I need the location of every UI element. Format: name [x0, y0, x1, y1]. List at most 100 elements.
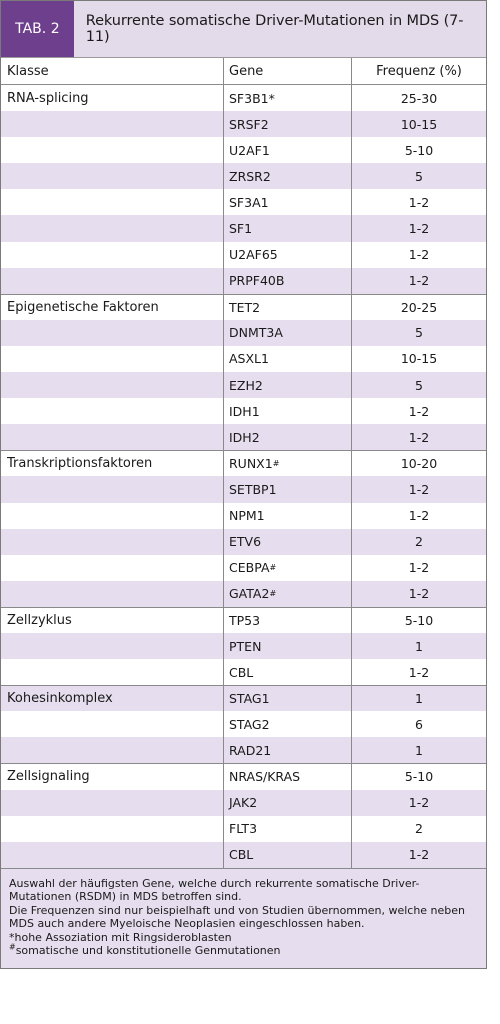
column-header-klasse: Klasse — [1, 58, 224, 84]
table-row: ZRSR2 5 — [1, 163, 486, 190]
gene-name: SF3A1 — [229, 194, 269, 210]
cell-klasse — [1, 319, 224, 346]
cell-frequenz: 1-2 — [408, 194, 430, 210]
cell-gene: SF3B1* — [224, 85, 352, 112]
cell-klasse — [1, 815, 224, 842]
table-row: JAK2 1-2 — [1, 789, 486, 816]
table-row: SETBP1 1-2 — [1, 476, 486, 503]
cell-gene: EZH2 — [224, 372, 352, 399]
gene-name: TP53 — [229, 612, 261, 628]
cell-klasse — [1, 267, 224, 294]
cell-klasse — [1, 554, 224, 581]
cell-klasse — [1, 241, 224, 268]
footnote-hash-marker: # — [9, 942, 16, 952]
table-row: SF3A1 1-2 — [1, 189, 486, 216]
gene-name: RAD21 — [229, 742, 272, 758]
table-row: Epigenetische Faktoren TET2 20-25 — [1, 293, 486, 320]
cell-klasse — [1, 528, 224, 555]
cell-klasse — [1, 398, 224, 425]
cell-klasse — [1, 424, 224, 451]
cell-klasse: Zellsignaling — [1, 764, 224, 790]
cell-frequenz: 5-10 — [404, 769, 434, 785]
cell-frequenz: 1-2 — [408, 403, 430, 419]
cell-frequenz: 1-2 — [408, 247, 430, 263]
gene-name: SF1 — [229, 221, 253, 237]
cell-frequenz: 2 — [415, 534, 423, 550]
cell-frequenz: 1-2 — [408, 560, 430, 576]
footnote-line: Die Frequenzen sind nur beispielhaft und… — [9, 903, 466, 931]
cell-gene: IDH1 — [224, 398, 352, 425]
cell-gene: U2AF1 — [224, 137, 352, 164]
cell-gene: SF1 — [224, 215, 352, 242]
cell-gene: RAD21 — [224, 737, 352, 764]
cell-klasse — [1, 163, 224, 190]
cell-gene: RUNX1 # — [224, 451, 352, 477]
cell-frequenz: 10-15 — [400, 116, 438, 132]
cell-frequenz: 5-10 — [404, 612, 434, 628]
cell-gene: GATA2 # — [224, 580, 352, 607]
cell-gene: FLT3 — [224, 815, 352, 842]
gene-name: U2AF1 — [229, 142, 270, 158]
gene-name: ASXL1 — [229, 351, 269, 367]
cell-gene: DNMT3A — [224, 319, 352, 346]
gene-name: STAG2 — [229, 716, 270, 732]
cell-frequenz: 25-30 — [400, 90, 438, 106]
table-body: RNA-splicing SF3B1* 25-30 SRSF2 10-15 U2AF1 5-… — [1, 85, 486, 868]
cell-klasse: RNA-splicing — [1, 85, 224, 112]
gene-name: SETBP1 — [229, 481, 277, 497]
cell-klasse — [1, 215, 224, 242]
cell-klasse — [1, 476, 224, 503]
cell-gene: TET2 — [224, 294, 352, 320]
cell-frequenz: 2 — [415, 821, 423, 837]
column-header-row: Klasse Gene Frequenz (%) — [1, 58, 486, 85]
table-row: IDH2 1-2 — [1, 424, 486, 451]
cell-gene: ZRSR2 — [224, 163, 352, 190]
cell-klasse — [1, 789, 224, 816]
gene-name: RUNX1 — [229, 456, 273, 472]
table-row: RAD21 1 — [1, 737, 486, 764]
cell-gene: JAK2 — [224, 789, 352, 816]
cell-klasse — [1, 632, 224, 660]
table-row: ASXL1 10-15 — [1, 345, 486, 373]
cell-klasse — [1, 372, 224, 399]
cell-gene: CBL — [224, 659, 352, 686]
footnote-line: Auswahl der häufigsten Gene, welche durc… — [9, 876, 420, 904]
gene-name: PTEN — [229, 638, 262, 654]
cell-klasse: Epigenetische Faktoren — [1, 294, 224, 320]
footnote-text: somatische und konstitutionelle Genmutat… — [15, 944, 281, 958]
table-row: Zellsignaling NRAS/KRAS 5-10 — [1, 763, 486, 790]
cell-gene: IDH2 — [224, 424, 352, 451]
cell-gene: STAG1 — [224, 686, 352, 712]
gene-name: PRPF40B — [229, 273, 285, 289]
table-row: PRPF40B 1-2 — [1, 267, 486, 294]
cell-frequenz: 5 — [415, 168, 423, 184]
gene-name: ETV6 — [229, 534, 262, 550]
cell-frequenz: 1 — [415, 638, 423, 654]
footnote: Auswahl der häufigsten Gene, welche durc… — [1, 867, 486, 968]
cell-frequenz: 10-20 — [400, 456, 438, 472]
gene-name: TET2 — [229, 299, 261, 315]
gene-name: ZRSR2 — [229, 168, 271, 184]
cell-frequenz: 20-25 — [400, 299, 438, 315]
cell-gene: ETV6 — [224, 528, 352, 555]
cell-gene: TP53 — [224, 607, 352, 633]
gene-name: U2AF65 — [229, 247, 278, 263]
cell-gene: NRAS/KRAS — [224, 764, 352, 790]
table-row: ETV6 2 — [1, 528, 486, 555]
table-row: Transkriptionsfaktoren RUNX1 # 10-20 — [1, 450, 486, 477]
cell-frequenz: 1-2 — [408, 481, 430, 497]
gene-name: NRAS/KRAS — [229, 769, 301, 785]
table-row: SF1 1-2 — [1, 215, 486, 242]
cell-frequenz: 1-2 — [408, 586, 430, 602]
cell-klasse — [1, 841, 224, 868]
table-row: DNMT3A 5 — [1, 319, 486, 346]
cell-gene: PTEN — [224, 632, 352, 660]
cell-klasse — [1, 137, 224, 164]
gene-name: IDH2 — [229, 429, 260, 445]
cell-klasse — [1, 580, 224, 607]
cell-gene: SF3A1 — [224, 189, 352, 216]
cell-klasse — [1, 659, 224, 686]
cell-gene: ASXL1 — [224, 345, 352, 373]
cell-frequenz: 6 — [415, 716, 423, 732]
gene-name: STAG1 — [229, 691, 270, 707]
